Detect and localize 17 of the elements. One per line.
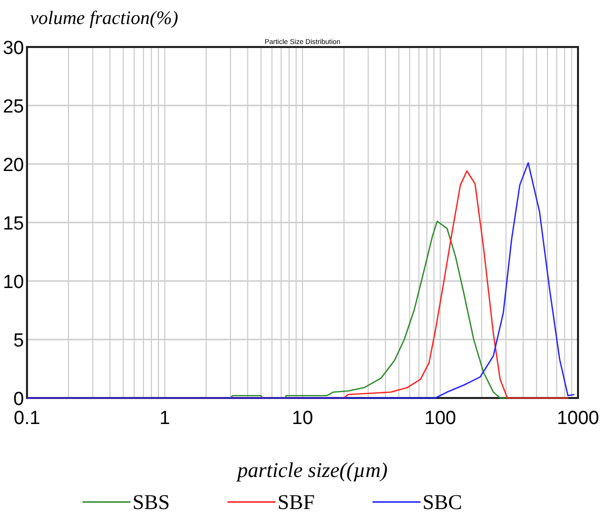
x-axis-title: particle size((µm) <box>235 458 388 482</box>
x-tick-label: 100 <box>424 408 456 429</box>
y-tick-label: 30 <box>2 38 24 59</box>
y-tick-label: 20 <box>2 155 24 176</box>
x-tick-label: 1 <box>159 408 170 429</box>
legend-label: SBS <box>132 490 170 514</box>
y-tick-label: 0 <box>13 389 24 410</box>
x-tick-label: 0.1 <box>14 408 40 429</box>
legend-label: SBF <box>278 490 315 514</box>
y-tick-label: 25 <box>2 96 24 118</box>
y-axis-title: volume fraction(%) <box>30 8 178 29</box>
y-tick-label: 15 <box>2 214 24 234</box>
y-tick-label: 5 <box>13 330 24 352</box>
legend-label: SBC <box>422 490 462 514</box>
y-tick-label: 10 <box>2 272 24 293</box>
x-tick-label: 1000 <box>556 408 600 429</box>
x-tick-label: 10 <box>292 408 314 429</box>
